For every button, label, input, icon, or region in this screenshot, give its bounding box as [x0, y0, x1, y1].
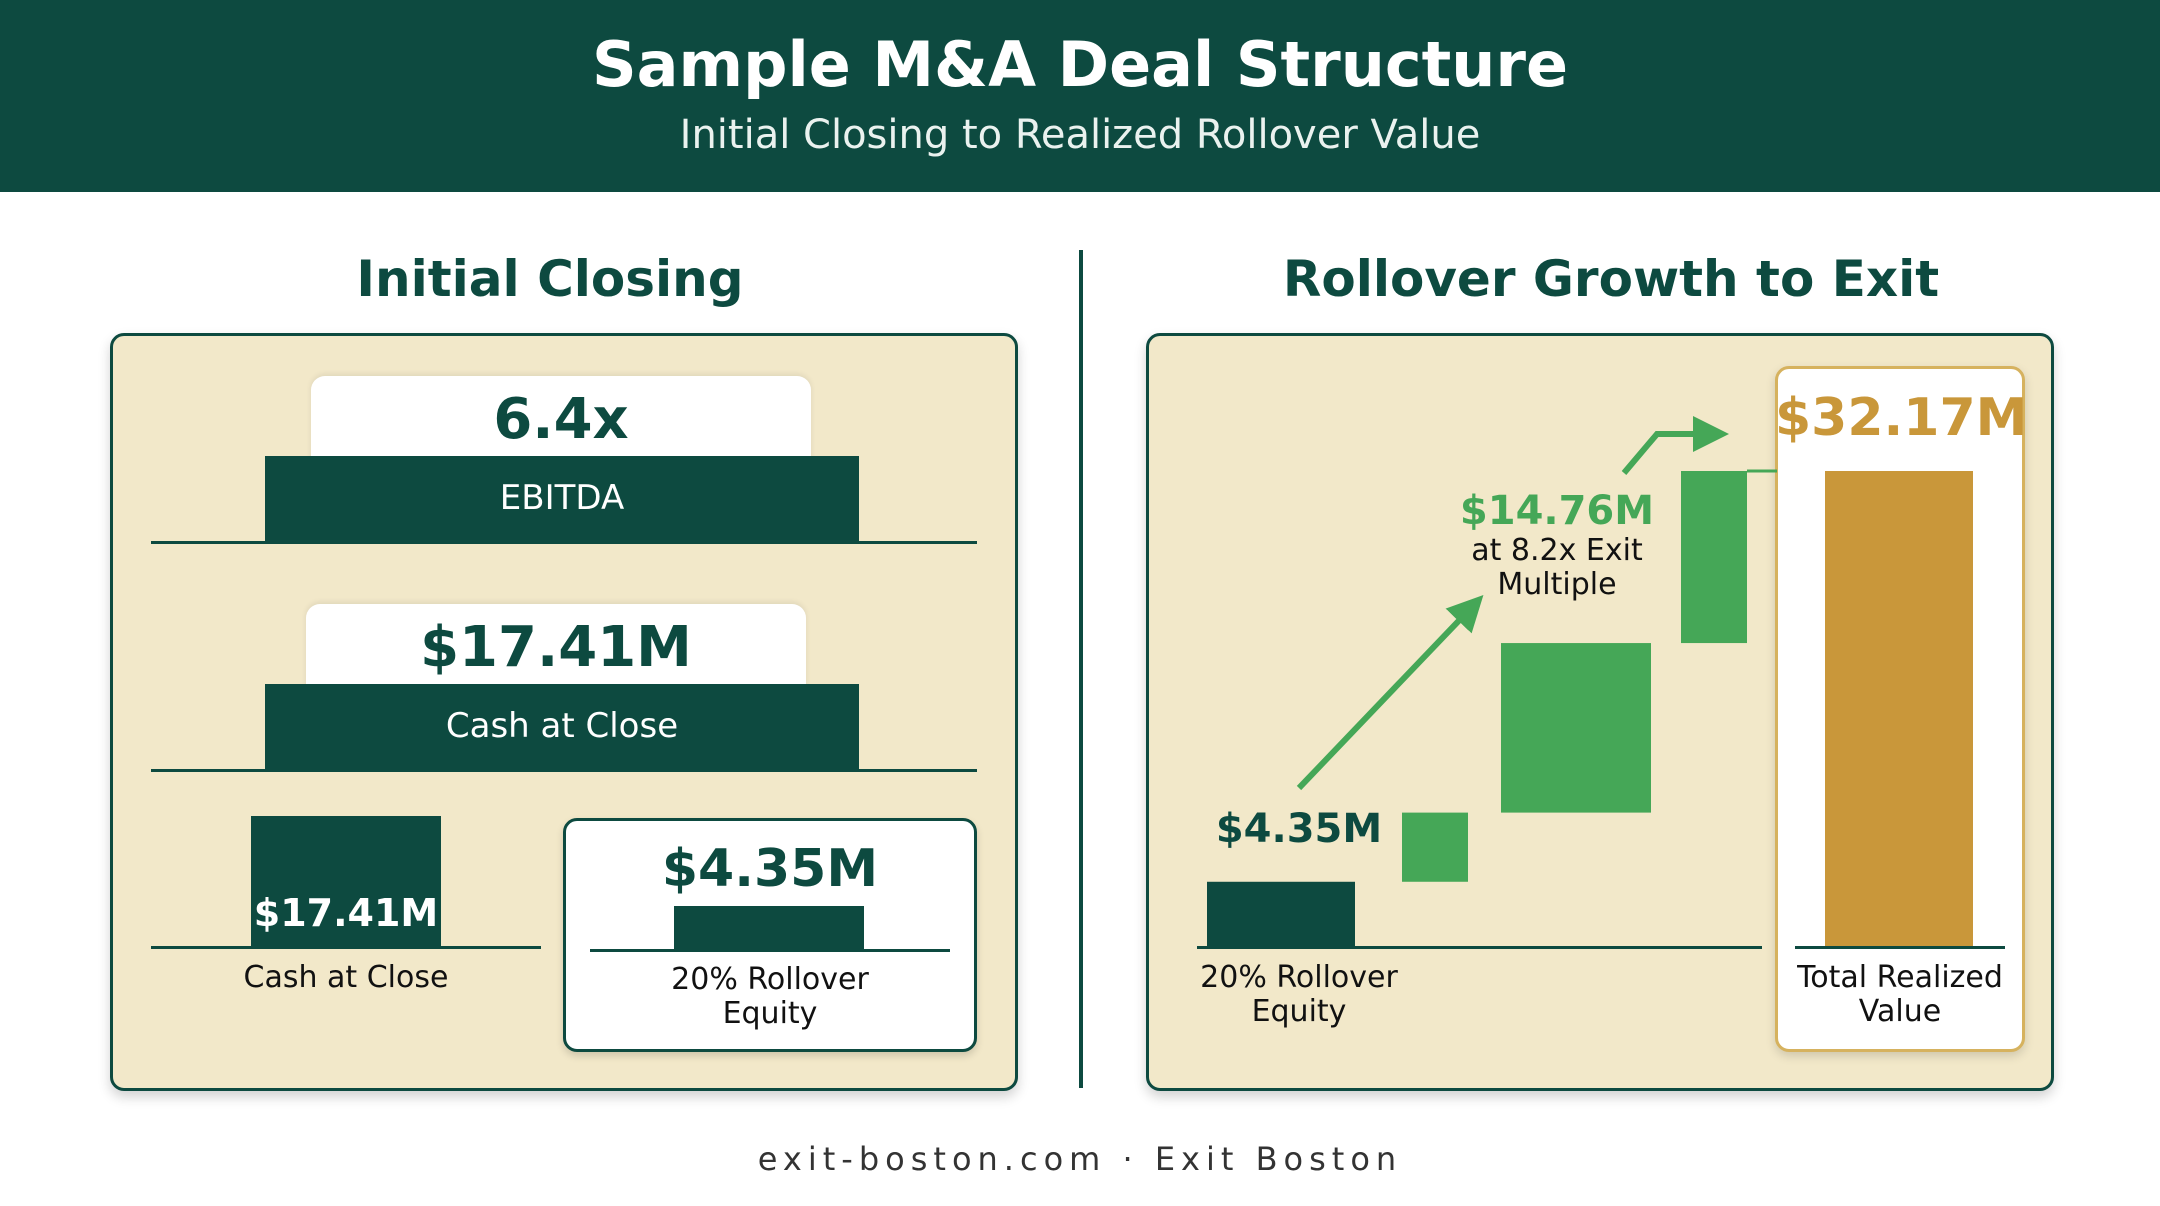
small-cash-value: $17.41M	[253, 891, 439, 935]
rollover-equity-value: $4.35M	[661, 839, 879, 899]
header-banner	[0, 0, 2160, 192]
total-value: $32.17M	[1775, 388, 2028, 448]
growth-step-1	[1402, 812, 1468, 882]
footer-credit: exit-boston.com · Exit Boston	[757, 1140, 1403, 1178]
growth-step-3	[1681, 471, 1747, 644]
mid-note: at 8.2x Exit Multiple	[1471, 533, 1643, 602]
rollover-equity-bar	[674, 906, 864, 949]
initial-closing-title: Initial Closing	[356, 250, 744, 308]
cash-at-close-bar: Cash at Close	[265, 684, 859, 769]
small-cash-label: Cash at Close	[243, 960, 449, 995]
cash-at-close-value: $17.41M	[306, 604, 806, 694]
initial-closing-panel: 6.4x EBITDA $17.41M Cash at Close $17.41…	[110, 333, 1018, 1091]
small-cash-bar	[251, 816, 441, 946]
rollover-baseline	[590, 949, 950, 952]
total-baseline	[1795, 946, 2005, 949]
start-label: 20% Rollover Equity	[1200, 960, 1398, 1029]
start-value: $4.35M	[1215, 806, 1383, 852]
bar-rollover-equity	[1207, 881, 1355, 946]
ebitda-bar: EBITDA	[265, 456, 859, 541]
rollover-equity-label: 20% Rollover Equity	[671, 962, 869, 1031]
section-divider	[1079, 250, 1083, 1088]
total-label: Total Realized Value	[1797, 960, 2003, 1029]
growth-arrow	[1296, 594, 1484, 791]
page-subtitle: Initial Closing to Realized Rollover Val…	[679, 112, 1481, 158]
cash-baseline	[151, 769, 977, 772]
rollover-equity-card: $4.35M 20% Rollover Equity	[563, 818, 977, 1052]
exit-arrow	[1621, 416, 1729, 475]
growth-baseline	[1197, 946, 1762, 949]
rollover-growth-title: Rollover Growth to Exit	[1282, 250, 1940, 308]
ebitda-multiple: 6.4x	[311, 376, 811, 466]
growth-chart	[1207, 416, 1973, 946]
small-cash-baseline	[151, 946, 541, 949]
ebitda-baseline	[151, 541, 977, 544]
bar-total-realized-value	[1825, 471, 1973, 946]
growth-step-2	[1501, 643, 1651, 813]
mid-value: $14.76M	[1459, 488, 1655, 534]
page-title: Sample M&A Deal Structure	[591, 28, 1569, 101]
rollover-growth-panel: $4.35M 20% Rollover Equity $14.76M at 8.…	[1146, 333, 2054, 1091]
